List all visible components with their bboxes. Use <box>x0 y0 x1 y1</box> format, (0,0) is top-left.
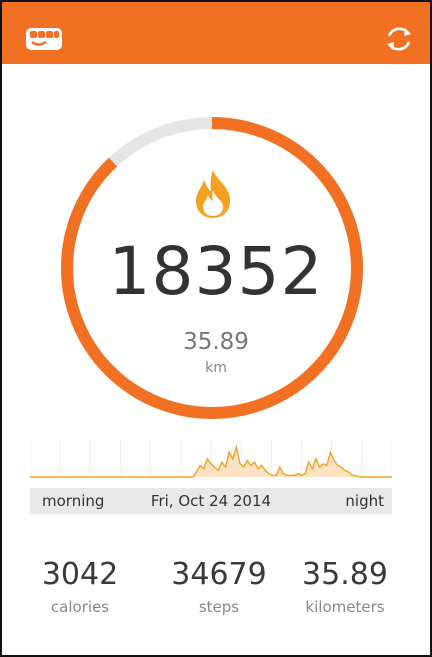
stat-value: 34679 <box>171 557 267 592</box>
activity-area <box>30 447 392 477</box>
fist-logo-icon[interactable] <box>25 24 63 54</box>
timeline-bar: Fri, Oct 24 2014 morning night <box>30 488 392 514</box>
timeline-end-label: night <box>345 492 384 510</box>
stat-label: kilometers <box>305 598 385 616</box>
stat-label: calories <box>50 598 110 616</box>
top-bar <box>2 2 430 64</box>
progress-ring <box>61 117 363 419</box>
activity-chart <box>30 440 392 478</box>
stat-value: 3042 <box>41 557 119 592</box>
flame-icon <box>196 170 230 218</box>
stat-calories: 3042 calories <box>20 557 140 617</box>
sync-icon[interactable] <box>384 24 414 54</box>
stat-steps: 34679 steps <box>159 557 279 617</box>
progress-ring-fill <box>61 117 363 419</box>
distance-value: 35.89 <box>183 329 249 355</box>
step-count: 18352 <box>108 233 324 310</box>
activity-line <box>30 444 392 478</box>
stat-kilometers: 35.89 kilometers <box>285 557 405 617</box>
timeline-start-label: morning <box>42 492 105 510</box>
distance-unit: km <box>205 360 227 376</box>
timeline-date[interactable]: Fri, Oct 24 2014 <box>150 492 272 510</box>
stat-label: steps <box>198 598 240 616</box>
stat-value: 35.89 <box>302 557 388 592</box>
